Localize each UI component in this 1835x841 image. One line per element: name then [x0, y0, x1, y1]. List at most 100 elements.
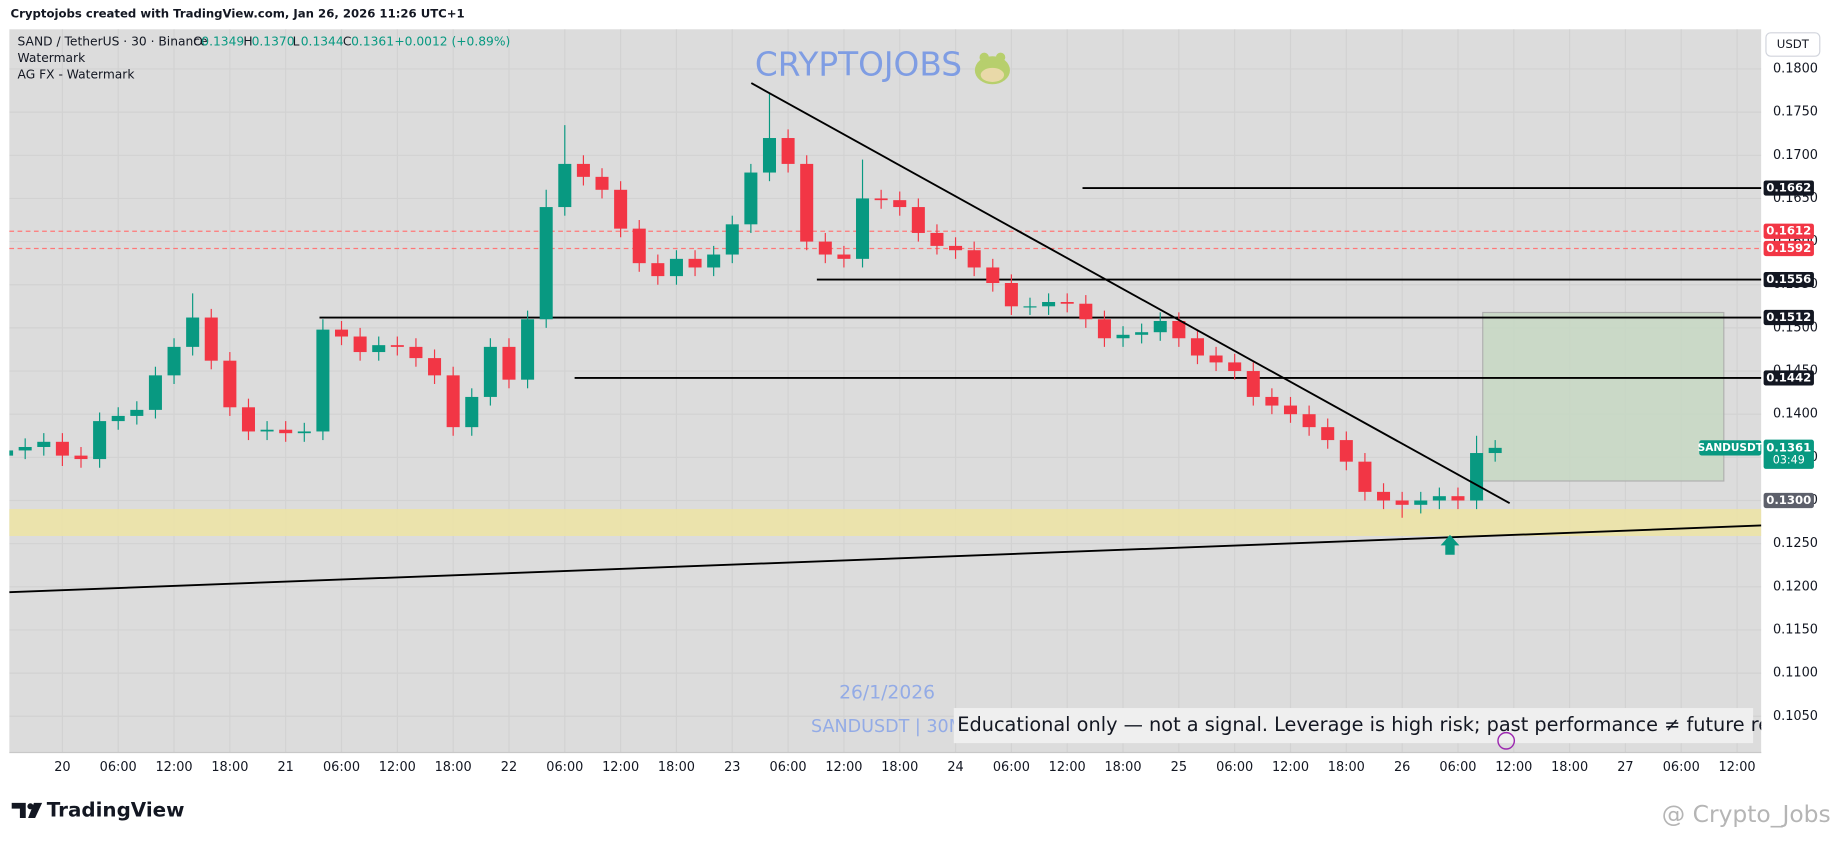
target-box	[1482, 311, 1725, 482]
price-axis	[1761, 29, 1835, 781]
candle-body	[1023, 306, 1037, 308]
candle-body	[279, 429, 293, 434]
candle-body	[632, 228, 646, 264]
candle-body	[1488, 447, 1502, 454]
candle-body	[260, 429, 274, 432]
disclaimer-box	[953, 708, 1754, 744]
level-tag	[1763, 370, 1814, 386]
x-tick-label: 06:00	[1663, 760, 1700, 775]
price-tags: 0.1662 0.1612 0.1592 0.1556 0.1512 0.1442 0.13…	[1698, 180, 1814, 509]
legend-key: C	[343, 35, 352, 49]
candle-body	[1228, 362, 1242, 372]
y-tick-label: 0.1150	[1773, 622, 1818, 637]
currency-button[interactable]	[1765, 32, 1821, 57]
series-name-tag	[1699, 440, 1762, 456]
x-tick-label: 23	[724, 760, 740, 775]
level-tag	[1763, 240, 1814, 257]
candle-body	[186, 317, 200, 347]
legend-value: 0.1370	[252, 35, 295, 49]
candle-body	[595, 176, 609, 190]
x-tick-label: 12:00	[1495, 760, 1532, 775]
tv-logo-icon	[11, 802, 43, 819]
candle-body	[1414, 500, 1428, 505]
candle-body	[856, 198, 870, 259]
x-tick-label: 12:00	[379, 760, 416, 775]
candle-body	[18, 446, 32, 451]
brand-watermark: CRYPTOJOBS	[755, 46, 962, 84]
candle-body	[1395, 500, 1409, 505]
candle-body	[744, 172, 758, 225]
y-tick-label: 0.1200	[1773, 579, 1818, 594]
series-name: SANDUSDT	[1698, 442, 1764, 454]
candle-body	[1116, 334, 1130, 339]
candle-body	[1339, 440, 1353, 462]
level-label: 0.1300	[1766, 493, 1811, 507]
level-tag	[1763, 223, 1814, 239]
candle-body	[874, 198, 888, 201]
x-tick-label: 06:00	[1216, 760, 1253, 775]
last-price-label: 0.1361	[1766, 440, 1811, 454]
legend-key: O	[193, 35, 203, 49]
y-tick-label: 0.1400	[1773, 407, 1818, 422]
last-price-tag	[1763, 439, 1814, 469]
level-label: 0.1556	[1766, 272, 1811, 286]
candle-body	[1377, 491, 1391, 501]
time-axis	[9, 752, 1762, 781]
x-tick-label: 12:00	[156, 760, 193, 775]
x-tick-label: 25	[1171, 760, 1187, 775]
footer-logo: TradingView	[47, 799, 185, 822]
candle-body	[651, 263, 665, 277]
x-tick-label: 12:00	[1272, 760, 1309, 775]
candle-body	[1283, 405, 1298, 415]
x-tick-label: 06:00	[1439, 760, 1476, 775]
footer-credit: @ Crypto_Jobs	[1662, 800, 1831, 828]
candle-body	[334, 329, 349, 337]
candle-body	[111, 415, 125, 422]
candle-body	[911, 207, 925, 233]
candle-body	[483, 346, 497, 397]
countdown: 03:49	[1773, 454, 1805, 467]
candle-body	[1246, 371, 1260, 397]
header-caption: Cryptojobs created with TradingView.com,…	[11, 7, 465, 21]
candle-body	[1451, 496, 1465, 501]
x-tick-label: 26	[1394, 760, 1410, 775]
candle-body	[55, 441, 69, 456]
x-tick-label: 12:00	[1719, 760, 1756, 775]
grid	[9, 29, 1762, 753]
x-tick-label: 06:00	[323, 760, 360, 775]
x-tick-label: 18:00	[1328, 760, 1365, 775]
candle-body	[967, 250, 981, 268]
x-tick-label: 18:00	[1551, 760, 1588, 775]
candle-body	[1358, 461, 1372, 492]
x-tick-label: 18:00	[1104, 760, 1141, 775]
candle-body	[409, 346, 423, 359]
legend-change: +0.0012 (+0.89%)	[394, 35, 510, 49]
event-icon	[1497, 731, 1516, 750]
candle-body	[1004, 283, 1018, 307]
candle-body	[1079, 303, 1093, 320]
x-tick-label: 24	[947, 760, 963, 775]
candle-body	[930, 232, 944, 246]
candle-body	[353, 336, 367, 353]
candle-body	[818, 241, 832, 255]
plot-area	[9, 29, 1762, 753]
x-tick-label: 21	[277, 760, 293, 775]
x-tick-label: 12:00	[825, 760, 862, 775]
ascending-trendline	[9, 524, 1762, 594]
candle-body	[465, 396, 479, 428]
candle-body	[614, 189, 628, 229]
currency-label[interactable]: USDT	[1777, 37, 1810, 51]
legend-key: L	[293, 35, 300, 49]
legend-indicator: AG FX - Watermark	[18, 67, 136, 81]
disclaimer: Educational only — not a signal. Leverag…	[957, 713, 1821, 736]
candle-body	[446, 375, 460, 428]
x-tick-label: 22	[501, 760, 517, 775]
level-label: 0.1512	[1766, 310, 1811, 324]
candle-body	[1470, 453, 1484, 501]
candle-body	[93, 421, 107, 460]
candle-body	[1302, 414, 1316, 428]
candle-body	[390, 345, 404, 347]
level-tag	[1763, 309, 1814, 326]
x-tick-label: 18:00	[211, 760, 248, 775]
